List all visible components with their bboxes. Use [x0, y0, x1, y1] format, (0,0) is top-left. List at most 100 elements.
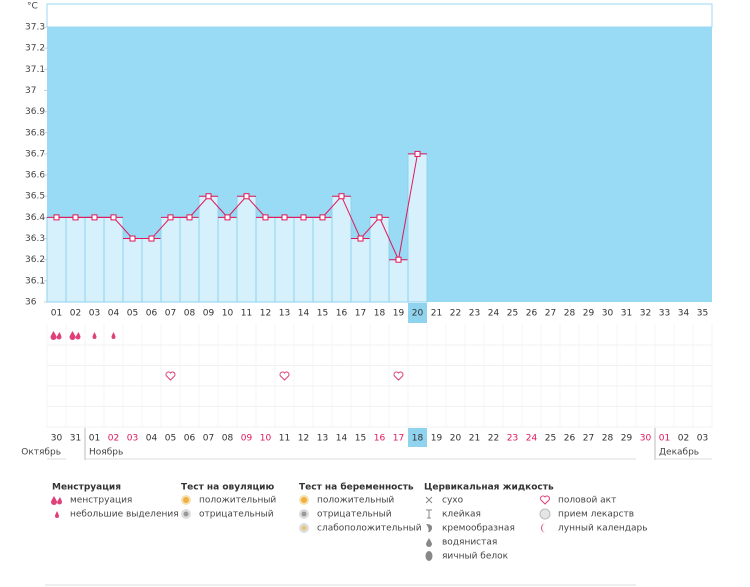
date-label: 01: [89, 434, 100, 444]
day-label: 09: [203, 309, 215, 319]
day-label: 05: [127, 309, 138, 319]
chart-top: [46, 3, 713, 28]
day-label: 17: [355, 309, 366, 319]
icon-part: [183, 511, 189, 517]
date-label: 22: [488, 434, 499, 444]
day-label: 07: [165, 309, 176, 319]
date-label: 05: [165, 434, 176, 444]
legend-icon: [540, 495, 550, 505]
y-tick-label: 36.5: [25, 192, 45, 202]
day-label: 01: [51, 309, 62, 319]
event-icon: [69, 331, 81, 340]
icon-part: [301, 511, 307, 517]
legend-icon: [539, 508, 551, 520]
event-icon: [111, 332, 116, 339]
day-label: 20: [412, 309, 424, 319]
y-tick-label: 36.7: [25, 149, 45, 159]
bar: [369, 216, 390, 303]
legend-icon: [425, 551, 433, 561]
bar: [103, 216, 124, 303]
point: [357, 235, 364, 242]
legend-title: Тест на беременность: [299, 482, 414, 493]
day-label: 04: [108, 309, 120, 319]
day-label: 27: [545, 309, 556, 319]
legend-label: отрицательный: [199, 510, 274, 520]
date-label: 15: [355, 434, 366, 444]
date-label: 01: [659, 434, 670, 444]
bar: [312, 216, 333, 303]
legend-label: водянистая: [442, 538, 497, 548]
point: [129, 235, 136, 242]
date-label: 08: [222, 434, 234, 444]
icon-part: [279, 371, 290, 381]
bar: [274, 216, 295, 303]
day-label: 33: [659, 309, 670, 319]
icon-part: [540, 495, 550, 505]
legend-label: положительный: [317, 496, 394, 506]
date-label: 27: [583, 434, 594, 444]
day-label: 24: [488, 309, 500, 319]
day-label: 31: [621, 309, 632, 319]
event-icon: [279, 371, 290, 381]
day-label: 35: [697, 309, 708, 319]
date-label: 17: [393, 434, 404, 444]
day-label: 03: [89, 309, 100, 319]
day-label: 32: [640, 309, 651, 319]
y-tick-label: 37.2: [25, 44, 45, 54]
legend-icon: [426, 509, 432, 519]
bar: [255, 216, 276, 303]
point: [53, 214, 60, 221]
legend-icon: [299, 495, 309, 505]
point: [319, 214, 326, 221]
date-label: 12: [298, 434, 309, 444]
day-label: 14: [298, 309, 310, 319]
y-tick-label: 36.3: [25, 234, 45, 244]
icon-part: [69, 331, 76, 340]
date-label: 30: [51, 434, 63, 444]
date-label: 21: [469, 434, 480, 444]
icon-part: [541, 523, 546, 533]
day-label: 12: [260, 309, 271, 319]
bar: [388, 259, 409, 303]
month-label: Октябрь: [21, 448, 61, 458]
legend-icon: [425, 496, 433, 504]
date-label: 26: [564, 434, 576, 444]
y-tick-label: 36.9: [25, 107, 45, 117]
month-label: Декабрь: [659, 448, 699, 458]
icon-part: [393, 371, 404, 381]
day-label: 26: [526, 309, 538, 319]
legend-icon: [426, 524, 433, 533]
date-label: 20: [450, 434, 462, 444]
legend-icon: [426, 538, 432, 547]
day-label: 15: [317, 309, 328, 319]
date-label: 23: [507, 434, 518, 444]
legend-icon: [181, 509, 191, 519]
icon-part: [301, 525, 307, 531]
legend-label: слабоположительный: [317, 524, 422, 534]
day-label: 28: [564, 309, 576, 319]
point: [262, 214, 269, 221]
date-label: 11: [279, 434, 290, 444]
date-label: 07: [203, 434, 214, 444]
y-tick-label: 36.2: [25, 255, 45, 265]
point: [167, 214, 174, 221]
day-label: 22: [450, 309, 461, 319]
icon-part: [51, 496, 57, 505]
date-highlight: [408, 428, 427, 447]
icon-part: [92, 332, 97, 339]
point: [110, 214, 117, 221]
day-label: 18: [374, 309, 386, 319]
point: [224, 214, 231, 221]
y-tick-label: 37: [25, 86, 36, 96]
date-label: 16: [374, 434, 386, 444]
day-label: 11: [241, 309, 252, 319]
date-label: 10: [260, 434, 272, 444]
legend-icon: [55, 511, 59, 518]
bar: [217, 216, 238, 303]
legend-label: небольшие выделения: [70, 510, 179, 520]
icon-part: [165, 371, 176, 381]
date-label: 06: [184, 434, 196, 444]
legend-label: лунный календарь: [558, 524, 648, 534]
legend-label: отрицательный: [317, 510, 392, 520]
